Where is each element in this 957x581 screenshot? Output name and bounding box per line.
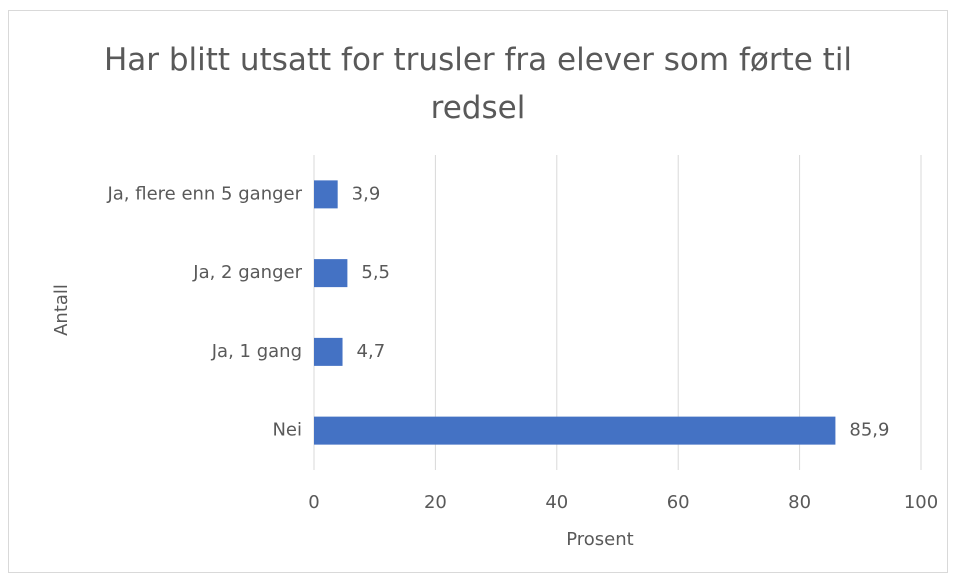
data-label: 3,9 bbox=[352, 183, 381, 204]
y-tick-label: Nei bbox=[272, 420, 302, 441]
data-label: 5,5 bbox=[361, 262, 390, 283]
x-tick-label: 60 bbox=[667, 492, 690, 513]
x-axis-label: Prosent bbox=[566, 529, 633, 550]
x-tick-label: 40 bbox=[545, 492, 568, 513]
x-tick-label: 0 bbox=[308, 492, 319, 513]
y-tick-label: Ja, flere enn 5 ganger bbox=[106, 183, 302, 204]
bar bbox=[314, 259, 348, 288]
data-label: 85,9 bbox=[849, 420, 889, 441]
y-axis-label: Antall bbox=[51, 284, 72, 336]
bar bbox=[314, 180, 338, 209]
x-tick-label: 20 bbox=[424, 492, 447, 513]
chart-border bbox=[8, 10, 948, 573]
y-tick-label: Ja, 2 ganger bbox=[192, 262, 302, 283]
bar bbox=[314, 416, 836, 445]
y-tick-label: Ja, 1 gang bbox=[211, 341, 302, 362]
x-tick-label: 100 bbox=[904, 492, 938, 513]
chart-title: Har blitt utsatt for trusler fra elever … bbox=[103, 42, 853, 126]
x-tick-label: 80 bbox=[788, 492, 811, 513]
data-label: 4,7 bbox=[357, 341, 386, 362]
bar bbox=[314, 337, 343, 366]
